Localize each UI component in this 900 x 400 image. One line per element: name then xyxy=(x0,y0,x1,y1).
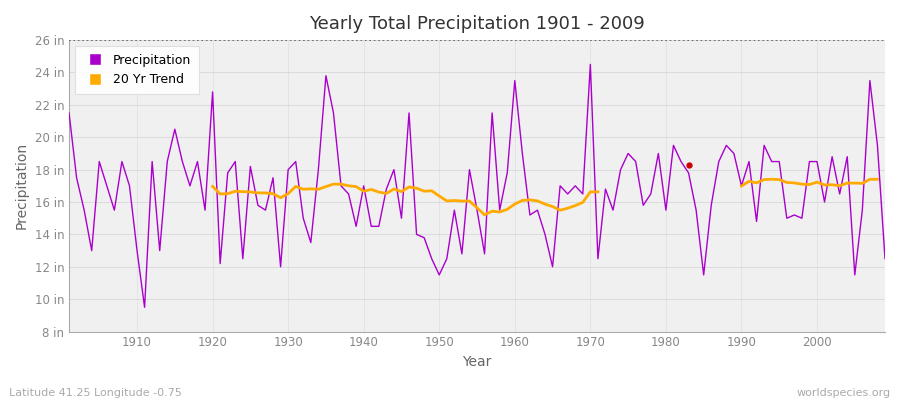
Text: worldspecies.org: worldspecies.org xyxy=(796,388,891,398)
Y-axis label: Precipitation: Precipitation xyxy=(15,142,29,230)
Legend: Precipitation, 20 Yr Trend: Precipitation, 20 Yr Trend xyxy=(76,46,199,94)
Text: Latitude 41.25 Longitude -0.75: Latitude 41.25 Longitude -0.75 xyxy=(9,388,182,398)
Title: Yearly Total Precipitation 1901 - 2009: Yearly Total Precipitation 1901 - 2009 xyxy=(309,15,645,33)
X-axis label: Year: Year xyxy=(463,355,491,369)
